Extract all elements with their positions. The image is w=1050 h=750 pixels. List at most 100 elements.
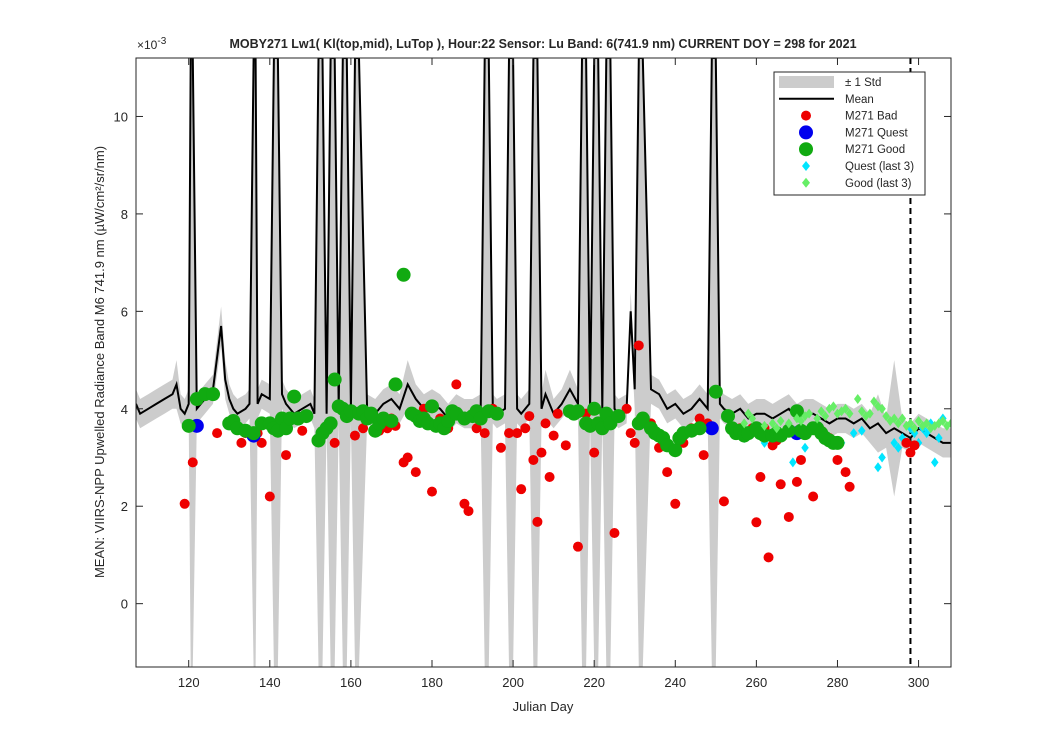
x-tick-label: 260 [746,675,768,690]
bad-point [179,498,190,509]
y-axis-label: MEAN: VIIRS-NPP Upwelled Radiance Band M… [92,146,107,578]
bad-point [540,418,551,429]
quest-last3-marker [858,425,866,436]
good-point [587,401,602,416]
good-point [570,404,585,419]
legend-label: M271 Quest [845,127,908,139]
good-point [611,409,626,424]
bad-point [358,423,369,434]
good-last3-marker [894,418,903,429]
good-last3-marker [813,413,821,424]
good-last3-marker [760,420,769,431]
good-last3-marker [817,406,825,417]
bad-point [905,447,916,458]
bad-point [524,411,535,422]
good-last3-marker [870,396,878,407]
bad-point [791,476,802,487]
good-last3-marker [785,418,793,429]
plot-frame [135,57,952,668]
bad-point [763,552,774,563]
good-point [364,406,379,421]
good-last3-marker [845,408,854,419]
chart-title: MOBY271 Lw1( Kl(top,mid), LuTop ), Hour:… [229,37,856,51]
legend: ± 1 Std Mean M271 Bad M271 Quest M271 Good Qu… [773,71,926,196]
good-point [830,435,845,450]
bad-point [901,437,912,448]
bad-point [670,498,681,509]
good-last3-marker [776,415,785,426]
quest-last3-marker [789,457,797,468]
bad-point [755,471,766,482]
y-tick-label: 0 [121,597,128,612]
bad-point [297,425,308,436]
good-last3-marker [821,411,830,422]
bad-point [844,481,855,492]
quest-last3-marker [801,442,809,453]
good-last3-marker [866,408,874,419]
good-last3-marker [910,423,919,434]
good-last3-marker [829,401,838,412]
bad-point [459,498,470,509]
good-point [635,411,650,426]
bad-point [281,450,292,461]
bad-point [662,467,673,478]
y-tick-label: 4 [121,402,128,417]
good-point [396,267,411,282]
good-last3-marker [858,406,866,417]
good-last3-marker [906,418,915,429]
legend-item-mean: Mean [779,94,874,106]
legend-swatch-bad [801,110,811,121]
bad-point [718,496,729,507]
bad-point [694,413,705,424]
good-point [781,423,796,438]
x-axis-label: Julian Day [513,699,574,714]
bad-point [795,454,806,465]
y-tick-label: 6 [121,304,128,319]
good-last3-marker [772,423,781,434]
x-tick-label: 220 [583,675,605,690]
good-last3-marker [805,408,813,419]
bad-point [426,486,437,497]
mean-line [136,58,951,444]
good-last3-marker [878,403,886,414]
legend-item-bad: M271 Bad [801,110,897,123]
quest-last3-marker [935,433,943,444]
legend-label: M271 Good [845,144,905,156]
bad-point [512,428,523,439]
bad-point [520,423,531,434]
bad-point [808,491,819,502]
y-exponent-base: ×10 [137,38,158,52]
quest-last3-marker [849,428,858,439]
bad-point [532,516,543,527]
good-point [384,413,399,428]
good-last3-marker [740,418,748,429]
x-tick-label: 120 [178,675,200,690]
legend-swatch-quest [799,125,813,140]
good-last3-marker [947,418,951,429]
legend-label: Mean [845,94,874,106]
bad-point [629,437,640,448]
bad-point [479,428,490,439]
bad-point [633,340,644,351]
legend-item-quest: M271 Quest [799,125,908,140]
good-last3-marker [797,415,805,426]
good-point [323,416,338,431]
good-point [489,406,504,421]
bad-point [187,457,198,468]
good-point [424,399,439,414]
good-point [327,372,342,387]
bad-point [536,447,547,458]
quest-last3-marker [894,442,903,453]
x-tick-label: 300 [908,675,930,690]
good-point [692,421,707,436]
bad-point [909,440,920,451]
good-point [388,377,403,392]
y-tick-label: 2 [121,499,128,514]
bad-point [609,528,620,539]
bad-point [751,517,762,528]
legend-item-quest_last3: Quest (last 3) [802,161,914,173]
bad-point [349,430,360,441]
legend-swatch-quest_last3 [802,161,810,171]
good-last3-marker [922,418,931,429]
